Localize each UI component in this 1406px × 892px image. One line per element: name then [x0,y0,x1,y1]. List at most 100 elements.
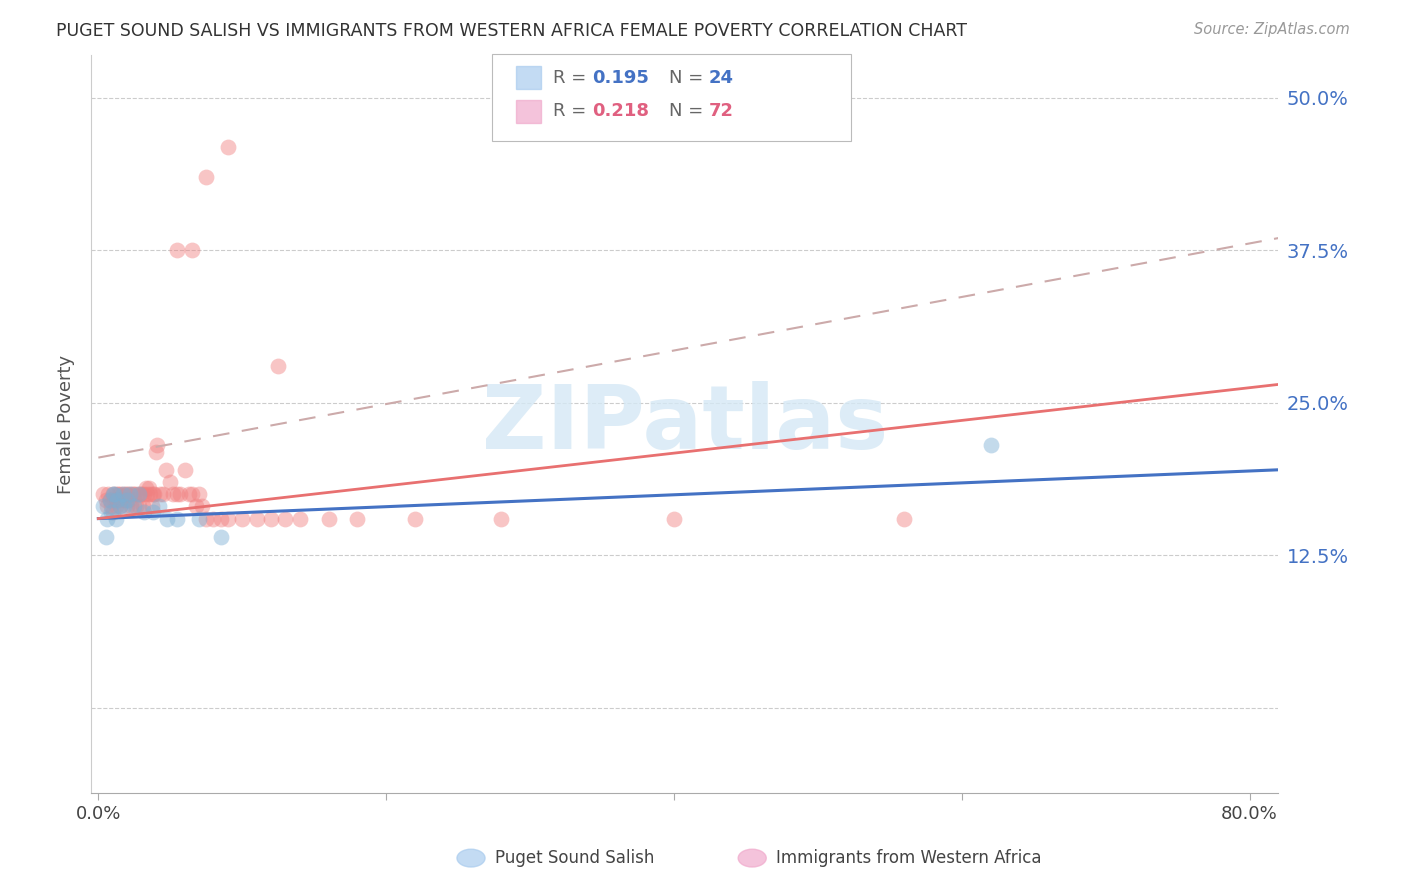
Text: 0.195: 0.195 [592,69,648,87]
Point [91,500,114,514]
Point [120,500,142,514]
Point [125,500,148,514]
Text: PUGET SOUND SALISH VS IMMIGRANTS FROM WESTERN AFRICA FEMALE POVERTY CORRELATION : PUGET SOUND SALISH VS IMMIGRANTS FROM WE… [56,22,967,40]
Point [136,487,159,501]
Point [135,481,157,495]
Point [149,487,172,501]
Point [101,487,124,501]
Point [100,500,122,514]
Point [186,500,208,514]
Point [156,511,179,525]
Point [142,506,165,520]
Point [124,487,146,501]
Point [105,493,128,508]
Point [148,500,170,514]
Point [141,500,163,514]
Point [98,493,121,508]
Point [195,511,218,525]
Text: R =: R = [553,103,592,120]
Point [188,487,211,501]
Point [155,463,177,477]
Point [111,487,134,501]
Text: N =: N = [669,69,709,87]
Text: 0.218: 0.218 [592,103,650,120]
Y-axis label: Female Poverty: Female Poverty [58,354,75,493]
Point [117,493,139,508]
Point [128,500,150,514]
Point [145,444,167,458]
Point [96,511,118,525]
Point [108,500,131,514]
Point [166,511,188,525]
Point [173,463,195,477]
Point [195,170,218,185]
Point [191,500,214,514]
Point [318,511,340,525]
Text: 24: 24 [709,69,734,87]
Point [124,500,146,514]
Point [96,500,118,514]
Point [132,500,155,514]
Point [127,487,149,501]
Point [209,511,232,525]
Point [118,487,141,501]
Point [138,481,160,495]
Point [404,511,426,525]
Text: N =: N = [669,103,709,120]
Point [115,500,138,514]
Point [217,139,239,153]
Point [108,487,131,501]
Point [491,511,513,525]
Point [101,487,124,501]
Point [134,506,156,520]
Point [103,487,125,501]
Point [129,487,152,501]
Point [104,511,127,525]
Point [180,487,202,501]
Point [143,487,166,501]
Point [188,511,211,525]
Point [115,487,138,501]
Point [166,244,188,258]
Point [128,487,150,501]
Point [112,500,135,514]
Point [105,493,128,508]
Point [134,487,156,501]
Point [98,493,121,508]
Point [131,487,153,501]
Point [209,530,232,544]
Point [91,487,114,501]
Point [177,487,200,501]
Point [288,511,311,525]
Text: Source: ZipAtlas.com: Source: ZipAtlas.com [1194,22,1350,37]
Point [274,511,297,525]
Point [107,487,129,501]
Point [260,511,283,525]
Text: R =: R = [553,69,592,87]
Point [115,493,138,508]
Point [662,511,685,525]
Point [267,359,290,373]
Point [110,493,132,508]
Text: Immigrants from Western Africa: Immigrants from Western Africa [776,849,1042,867]
Text: 72: 72 [709,103,734,120]
Text: ZIPatlas: ZIPatlas [482,381,887,467]
Point [108,500,131,514]
Point [246,511,269,525]
Point [118,487,141,501]
Point [139,487,162,501]
Point [152,487,174,501]
Point [104,487,127,501]
Point [142,487,165,501]
Point [346,511,368,525]
Point [166,487,188,501]
Point [111,487,134,501]
Point [169,487,191,501]
Point [97,487,120,501]
Point [122,487,145,501]
Point [101,506,124,520]
Point [104,500,127,514]
Point [162,487,184,501]
Point [146,438,169,452]
Point [94,493,117,508]
